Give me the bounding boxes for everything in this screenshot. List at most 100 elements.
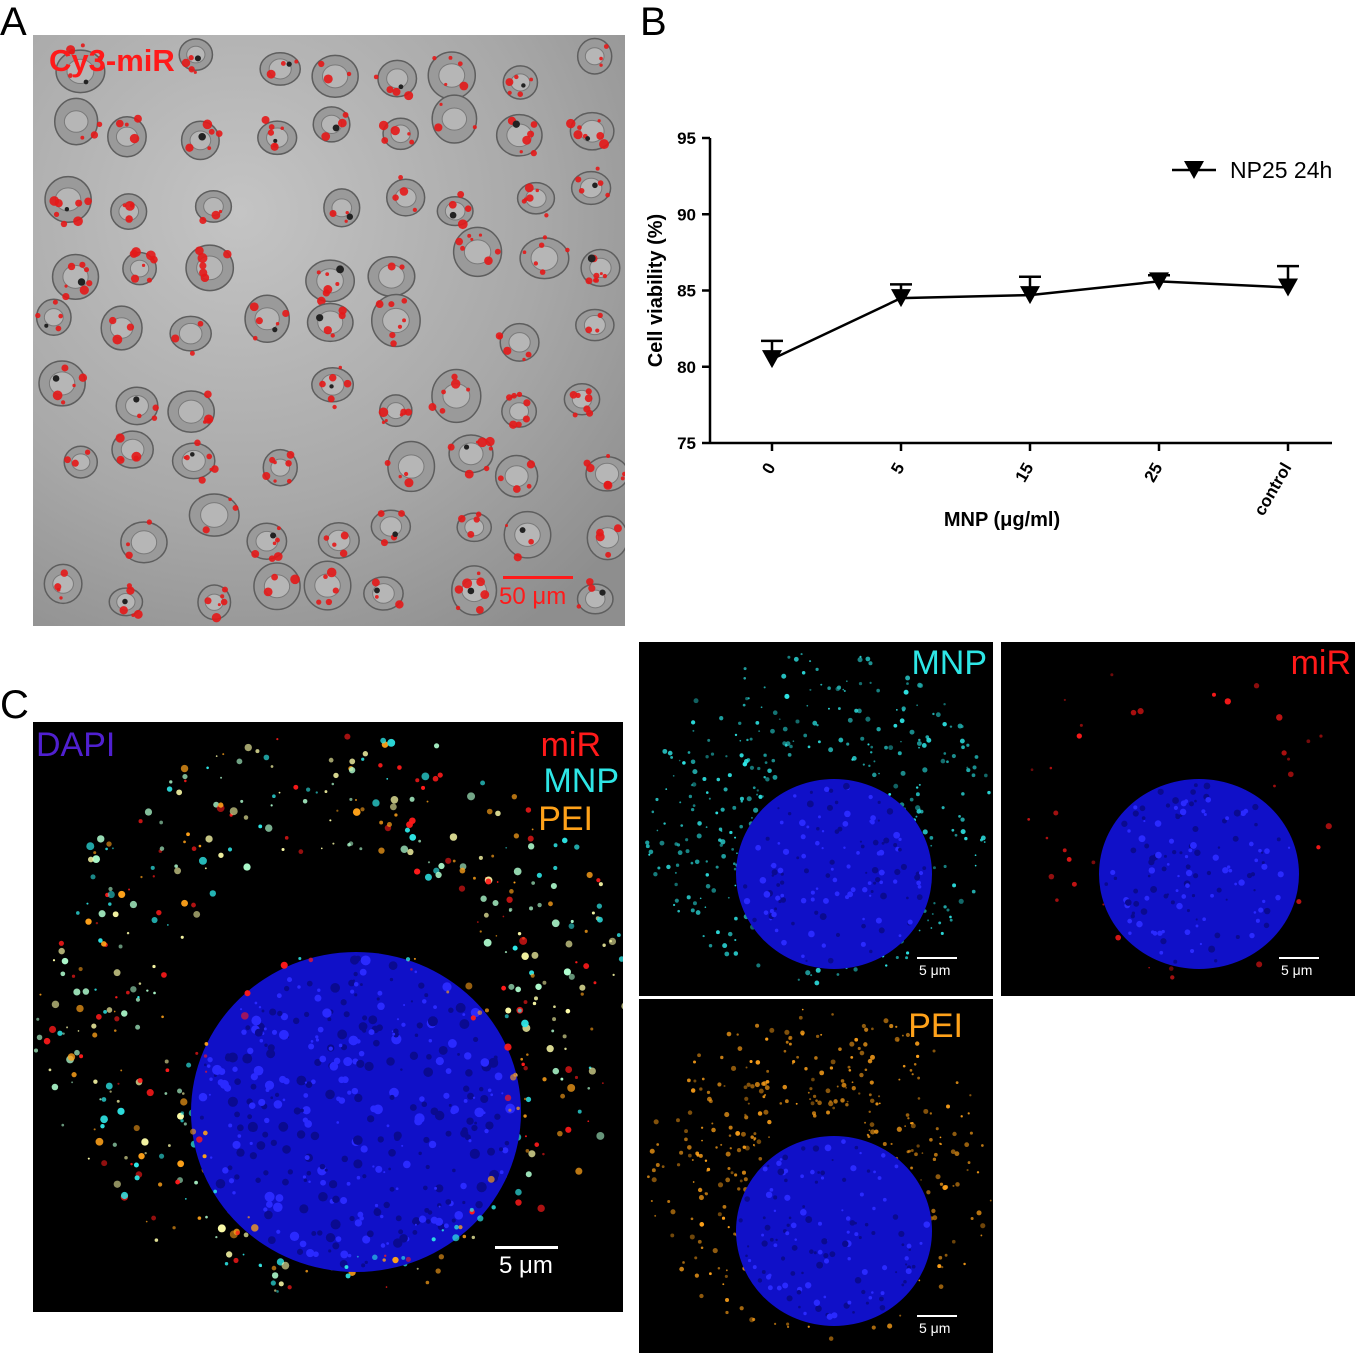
fluorescent-puncta xyxy=(722,1283,725,1286)
fluorescent-puncta xyxy=(746,796,752,802)
fluorescent-puncta xyxy=(565,1066,573,1073)
cy3-puncta xyxy=(398,474,402,479)
cy3-puncta xyxy=(533,261,538,266)
fluorescent-puncta xyxy=(508,907,513,912)
chromatin-spot xyxy=(418,982,425,989)
fluorescent-puncta xyxy=(972,765,977,770)
cy3-puncta xyxy=(522,135,532,145)
fluorescent-puncta xyxy=(894,1036,900,1042)
chromatin-spot xyxy=(445,1199,452,1205)
chromatin-spot xyxy=(1248,841,1254,847)
fluorescent-puncta xyxy=(796,1055,800,1059)
chromatin-spot xyxy=(401,1144,404,1147)
chromatin-spot xyxy=(1189,801,1194,807)
fluorescent-puncta xyxy=(471,1235,476,1240)
chromatin-spot xyxy=(821,847,824,850)
dark-granule xyxy=(512,120,520,128)
fluorescent-puncta xyxy=(906,951,910,955)
chromatin-spot xyxy=(788,1216,792,1220)
fluorescent-puncta xyxy=(750,1135,754,1139)
fluorescent-puncta xyxy=(1055,898,1059,902)
fluorescent-puncta xyxy=(868,661,873,666)
chromatin-spot xyxy=(463,1085,470,1092)
fluorescent-puncta xyxy=(904,1125,907,1127)
cy3-puncta xyxy=(457,61,463,67)
cy3-puncta xyxy=(599,56,603,61)
chromatin-spot xyxy=(901,1243,905,1247)
fluorescent-puncta xyxy=(860,736,865,741)
fluorescent-puncta xyxy=(612,973,615,976)
chromatin-spot xyxy=(343,1056,353,1067)
fluorescent-puncta xyxy=(251,1224,259,1232)
chromatin-spot xyxy=(1199,942,1203,946)
fluorescent-puncta xyxy=(868,1093,872,1097)
dark-granule xyxy=(272,327,278,333)
cy3-puncta xyxy=(448,200,457,209)
cy3-puncta xyxy=(96,121,103,128)
chromatin-spot xyxy=(373,1039,380,1047)
fluorescent-puncta xyxy=(531,951,539,959)
cy3-puncta xyxy=(462,578,473,589)
fluorescent-puncta xyxy=(459,867,466,874)
fluorescent-puncta xyxy=(1253,683,1260,689)
chromatin-spot xyxy=(854,1276,862,1284)
fluorescent-puncta xyxy=(932,1215,938,1221)
cy3-puncta xyxy=(323,574,328,580)
chromatin-spot xyxy=(304,1081,308,1084)
fluorescent-puncta xyxy=(768,1136,770,1138)
fluorescent-puncta xyxy=(933,902,936,905)
cy3-puncta xyxy=(476,571,481,576)
chromatin-spot xyxy=(1179,851,1183,855)
chromatin-spot xyxy=(360,955,371,966)
chromatin-spot xyxy=(841,1139,846,1144)
chromatin-spot xyxy=(276,993,282,999)
dark-granule xyxy=(346,213,354,220)
fluorescent-puncta xyxy=(202,1130,208,1136)
fluorescent-puncta xyxy=(458,1225,463,1230)
fluorescent-puncta xyxy=(938,921,942,925)
fluorescent-puncta xyxy=(181,1092,185,1095)
chromatin-spot xyxy=(333,1057,341,1065)
fluorescent-puncta xyxy=(944,1253,948,1257)
cy3-puncta xyxy=(60,400,66,405)
fluorescent-puncta xyxy=(861,1023,866,1029)
fluorescent-puncta xyxy=(515,986,521,993)
chromatin-spot xyxy=(1128,931,1132,935)
chromatin-spot xyxy=(1238,879,1245,886)
fluorescent-puncta xyxy=(868,1129,871,1132)
fluorescent-puncta xyxy=(815,667,819,671)
chromatin-spot xyxy=(263,1170,269,1176)
cy3-puncta xyxy=(584,394,593,403)
cy3-puncta xyxy=(228,497,232,502)
cy3-puncta xyxy=(266,69,276,79)
chromatin-spot xyxy=(438,1045,448,1055)
fluorescent-puncta xyxy=(815,1034,820,1039)
cy3-puncta xyxy=(343,379,352,388)
fluorescent-puncta xyxy=(306,787,311,792)
fluorescent-puncta xyxy=(146,1089,154,1097)
chromatin-spot xyxy=(1130,914,1135,919)
cy3-puncta xyxy=(596,528,604,537)
fluorescent-puncta xyxy=(857,708,862,714)
fluorescent-puncta xyxy=(695,910,701,915)
cy3-puncta xyxy=(130,274,140,283)
cy3-puncta xyxy=(282,309,290,318)
fluorescent-puncta xyxy=(740,800,743,803)
fluorescent-puncta xyxy=(191,846,197,852)
fluorescent-puncta xyxy=(699,897,702,900)
fluorescent-puncta xyxy=(915,815,918,818)
chromatin-spot xyxy=(386,1057,395,1066)
chromatin-spot xyxy=(877,819,880,822)
cy3-puncta xyxy=(133,609,143,619)
cy3-puncta xyxy=(381,420,386,425)
fluorescent-puncta xyxy=(964,836,968,841)
fluorescent-puncta xyxy=(716,930,720,935)
cy3-puncta xyxy=(131,451,142,462)
fluorescent-puncta xyxy=(949,918,953,922)
chromatin-spot xyxy=(832,877,838,883)
fluorescent-puncta xyxy=(905,1113,910,1117)
fluorescent-puncta xyxy=(958,815,961,818)
dark-granule xyxy=(122,598,128,605)
fluorescent-puncta xyxy=(730,1171,734,1175)
fluorescent-puncta xyxy=(939,1136,942,1139)
